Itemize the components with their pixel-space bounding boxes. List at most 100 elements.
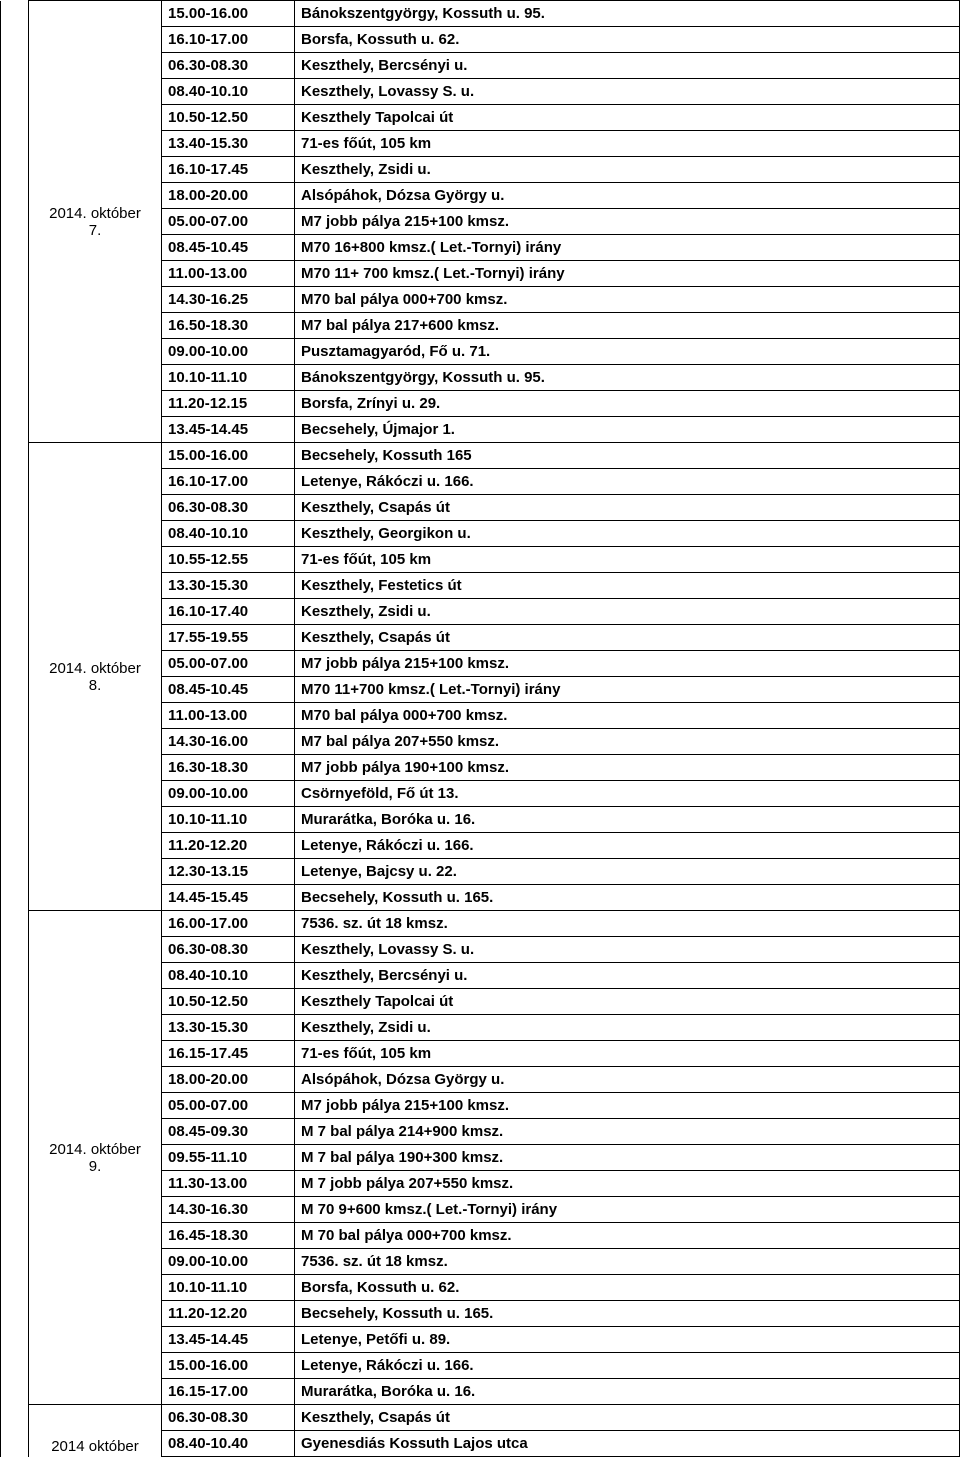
location-cell: M70 16+800 kmsz.( Let.-Tornyi) irány [295,235,960,261]
time-cell: 11.00-13.00 [162,703,295,729]
location-cell: Murarátka, Boróka u. 16. [295,807,960,833]
time-cell: 08.45-10.45 [162,677,295,703]
location-cell: M70 bal pálya 000+700 kmsz. [295,287,960,313]
time-cell: 10.10-11.10 [162,1275,295,1301]
location-cell: M 7 bal pálya 190+300 kmsz. [295,1145,960,1171]
time-cell: 14.30-16.00 [162,729,295,755]
time-cell: 06.30-08.30 [162,937,295,963]
time-cell: 09.00-10.00 [162,781,295,807]
time-cell: 09.00-10.00 [162,339,295,365]
table-row: 2014. október7.15.00-16.00Bánokszentgyör… [1,1,960,27]
location-cell: M70 11+700 kmsz.( Let.-Tornyi) irány [295,677,960,703]
time-cell: 14.30-16.30 [162,1197,295,1223]
location-cell: Borsfa, Kossuth u. 62. [295,27,960,53]
location-cell: Letenye, Bajcsy u. 22. [295,859,960,885]
date-cell: 2014. október7. [29,1,162,443]
time-cell: 13.30-15.30 [162,573,295,599]
location-cell: 71-es főút, 105 km [295,131,960,157]
time-cell: 05.00-07.00 [162,209,295,235]
time-cell: 16.15-17.00 [162,1379,295,1405]
time-cell: 16.10-17.40 [162,599,295,625]
time-cell: 15.00-16.00 [162,443,295,469]
date-line: 2014. október [35,1141,155,1158]
time-cell: 06.30-08.30 [162,53,295,79]
location-cell: Keszthely, Zsidi u. [295,1015,960,1041]
location-cell: Letenye, Rákóczi u. 166. [295,833,960,859]
time-cell: 11.20-12.20 [162,833,295,859]
location-cell: Keszthely, Zsidi u. [295,157,960,183]
table-row: 2014. október9.16.00-17.007536. sz. út 1… [1,911,960,937]
time-cell: 11.30-13.00 [162,1171,295,1197]
location-cell: Becsehely, Újmajor 1. [295,417,960,443]
location-cell: Keszthely, Bercsényi u. [295,53,960,79]
time-cell: 08.45-10.45 [162,235,295,261]
location-cell: 7536. sz. út 18 kmsz. [295,1249,960,1275]
location-cell: Keszthely, Lovassy S. u. [295,79,960,105]
location-cell: Borsfa, Kossuth u. 62. [295,1275,960,1301]
time-cell: 08.45-09.30 [162,1119,295,1145]
time-cell: 17.55-19.55 [162,625,295,651]
time-cell: 09.55-11.10 [162,1145,295,1171]
location-cell: M 7 jobb pálya 207+550 kmsz. [295,1171,960,1197]
date-line: 7. [35,222,155,239]
location-cell: Letenye, Petőfi u. 89. [295,1327,960,1353]
time-cell: 05.00-07.00 [162,1093,295,1119]
location-cell: Keszthely, Georgikon u. [295,521,960,547]
location-cell: 71-es főút, 105 km [295,547,960,573]
time-cell: 09.00-10.00 [162,1249,295,1275]
date-line: 9. [35,1158,155,1175]
location-cell: M7 bal pálya 217+600 kmsz. [295,313,960,339]
location-cell: Keszthely, Bercsényi u. [295,963,960,989]
left-margin-cell [1,1,29,1457]
location-cell: Keszthely, Zsidi u. [295,599,960,625]
time-cell: 16.45-18.30 [162,1223,295,1249]
time-cell: 16.15-17.45 [162,1041,295,1067]
location-cell: 7536. sz. út 18 kmsz. [295,911,960,937]
time-cell: 11.20-12.20 [162,1301,295,1327]
table-row: 2014 október06.30-08.30Keszthely, Csapás… [1,1405,960,1431]
location-cell: M 7 bal pálya 214+900 kmsz. [295,1119,960,1145]
location-cell: M7 jobb pálya 215+100 kmsz. [295,651,960,677]
time-cell: 18.00-20.00 [162,183,295,209]
location-cell: 71-es főút, 105 km [295,1041,960,1067]
location-cell: M70 bal pálya 000+700 kmsz. [295,703,960,729]
time-cell: 16.10-17.00 [162,27,295,53]
location-cell: Bánokszentgyörgy, Kossuth u. 95. [295,1,960,27]
location-cell: Keszthely, Csapás út [295,625,960,651]
location-cell: Alsópáhok, Dózsa György u. [295,183,960,209]
schedule-page: 2014. október7.15.00-16.00Bánokszentgyör… [0,0,960,1457]
time-cell: 11.00-13.00 [162,261,295,287]
time-cell: 10.50-12.50 [162,989,295,1015]
location-cell: M7 jobb pálya 190+100 kmsz. [295,755,960,781]
time-cell: 18.00-20.00 [162,1067,295,1093]
location-cell: M 70 9+600 kmsz.( Let.-Tornyi) irány [295,1197,960,1223]
location-cell: Pusztamagyaród, Fő u. 71. [295,339,960,365]
date-line: 8. [35,677,155,694]
location-cell: Keszthely, Festetics út [295,573,960,599]
location-cell: M7 jobb pálya 215+100 kmsz. [295,209,960,235]
date-line: 2014. október [35,205,155,222]
time-cell: 11.20-12.15 [162,391,295,417]
time-cell: 15.00-16.00 [162,1,295,27]
time-cell: 14.45-15.45 [162,885,295,911]
time-cell: 05.00-07.00 [162,651,295,677]
table-row: 2014. október8.15.00-16.00Becsehely, Kos… [1,443,960,469]
time-cell: 10.10-11.10 [162,807,295,833]
location-cell: Keszthely Tapolcai út [295,105,960,131]
location-cell: Letenye, Rákóczi u. 166. [295,469,960,495]
time-cell: 06.30-08.30 [162,495,295,521]
location-cell: Alsópáhok, Dózsa György u. [295,1067,960,1093]
date-line: 2014 október [35,1438,155,1455]
location-cell: M 70 bal pálya 000+700 kmsz. [295,1223,960,1249]
date-cell: 2014. október8. [29,443,162,911]
time-cell: 16.10-17.00 [162,469,295,495]
location-cell: Keszthely, Lovassy S. u. [295,937,960,963]
date-cell: 2014 október [29,1405,162,1457]
time-cell: 15.00-16.00 [162,1353,295,1379]
location-cell: Murarátka, Boróka u. 16. [295,1379,960,1405]
location-cell: Borsfa, Zrínyi u. 29. [295,391,960,417]
time-cell: 16.10-17.45 [162,157,295,183]
time-cell: 12.30-13.15 [162,859,295,885]
location-cell: Csörnyeföld, Fő út 13. [295,781,960,807]
time-cell: 13.45-14.45 [162,417,295,443]
